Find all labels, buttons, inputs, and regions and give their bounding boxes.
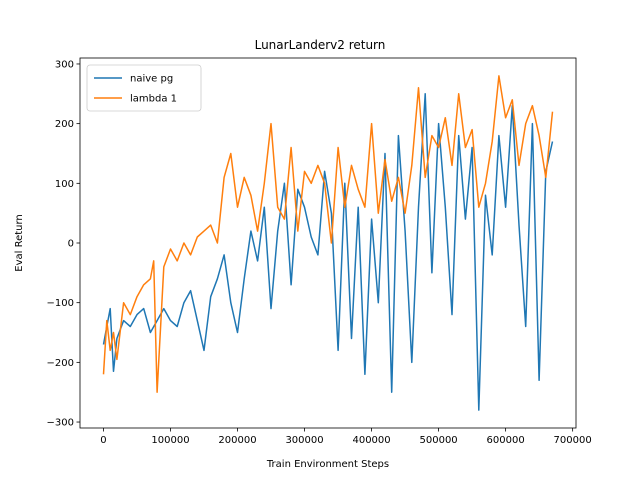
x-tick-label: 500000 bbox=[420, 435, 458, 446]
legend-items: naive pg lambda 1 bbox=[94, 74, 177, 105]
chart-title: LunarLanderv2 return bbox=[255, 38, 386, 52]
y-tick-label: 0 bbox=[68, 239, 74, 250]
y-axis-label: Eval Return bbox=[14, 214, 25, 272]
y-tick-label: −200 bbox=[47, 358, 74, 369]
series-line-0 bbox=[102, 93, 554, 411]
x-tick-label: 400000 bbox=[352, 435, 390, 446]
x-tick-label: 100000 bbox=[151, 435, 189, 446]
x-tick-label: 300000 bbox=[285, 435, 323, 446]
plot-area bbox=[79, 57, 577, 429]
x-tick-label: 0 bbox=[100, 435, 106, 446]
x-tick-label: 600000 bbox=[487, 435, 525, 446]
y-tick-label: 300 bbox=[55, 59, 74, 70]
x-axis: 0 100000 200000 300000 400000 500000 600000 700… bbox=[100, 428, 592, 446]
x-axis-label: Train Environment Steps bbox=[266, 459, 389, 470]
y-tick-label: −100 bbox=[47, 298, 74, 309]
legend-label: lambda 1 bbox=[130, 94, 177, 105]
series-layer bbox=[102, 75, 554, 411]
y-tick-label: −300 bbox=[47, 418, 74, 429]
x-tick-label: 200000 bbox=[218, 435, 256, 446]
x-tick-label: 700000 bbox=[554, 435, 592, 446]
legend: naive pg lambda 1 bbox=[86, 64, 202, 112]
legend-label: naive pg bbox=[130, 74, 173, 85]
plot-background bbox=[80, 58, 576, 428]
y-tick-label: 100 bbox=[55, 179, 74, 190]
y-axis: −300 −200 −100 0 100 200 300 bbox=[47, 59, 80, 429]
y-tick-label: 200 bbox=[55, 119, 74, 130]
legend-box bbox=[86, 64, 202, 112]
series-line-1 bbox=[102, 75, 554, 393]
